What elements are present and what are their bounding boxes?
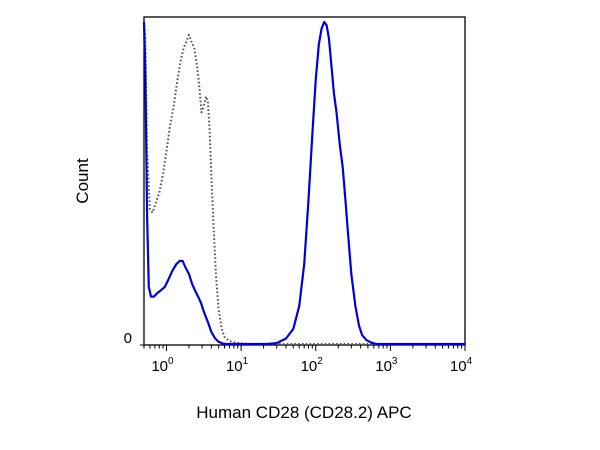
series-line-control [143,21,465,345]
x-tick-label: 103 [375,356,398,375]
x-tick-label: 104 [450,356,473,375]
plot-frame [143,16,466,346]
x-tick-label: 100 [151,356,174,375]
y-axis-title: Count [73,158,92,204]
x-axis-title: Human CD28 (CD28.2) APC [196,403,411,422]
y-tick-label: 0 [124,330,132,347]
series-layer [142,20,465,346]
series-line-stained [142,20,465,346]
x-tick-label: 101 [226,356,249,375]
x-axis-ticks: 100 101 102 103 104 [143,345,473,375]
x-tick-label: 102 [301,356,324,375]
y-axis-ticks: 0 [124,330,144,347]
